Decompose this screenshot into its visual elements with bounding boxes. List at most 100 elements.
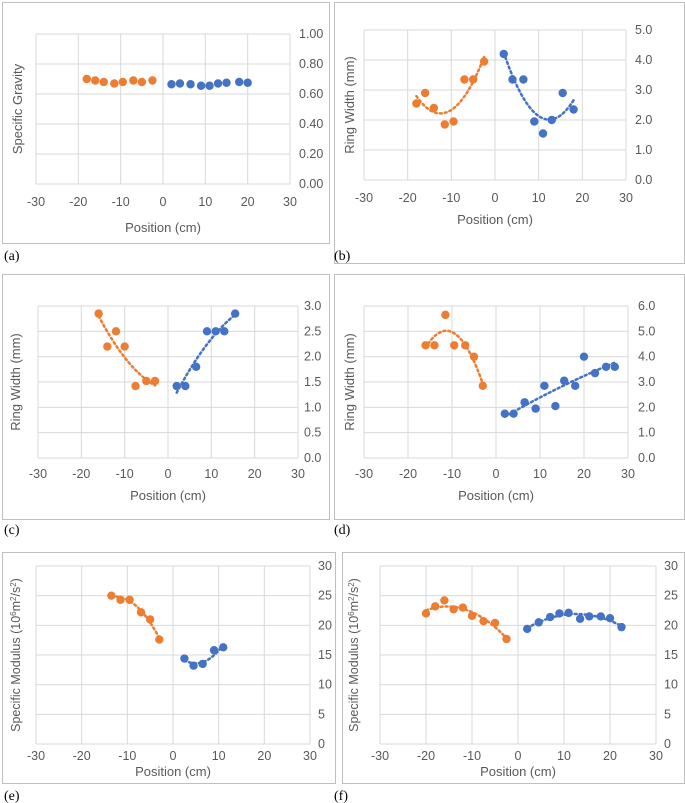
panel-label: (a): [4, 249, 20, 264]
y-tick-label: 25: [318, 589, 332, 603]
y-tick-label: 0.40: [299, 117, 323, 131]
data-point-blue: [590, 368, 600, 378]
data-point-blue: [523, 624, 532, 634]
y-tick-label: 4.0: [635, 53, 652, 67]
y-axis-title: Specific Gravity: [10, 63, 25, 154]
data-point-orange: [421, 609, 431, 618]
data-point-orange: [120, 342, 129, 351]
x-tick-label: -20: [417, 749, 435, 763]
data-point-blue: [222, 78, 231, 87]
data-point-orange: [136, 608, 146, 617]
y-tick-label: 4.0: [638, 350, 655, 364]
y-axis-title-part: ): [9, 578, 23, 582]
y-axis-title-part: Specific Modulus (10: [9, 616, 23, 732]
x-tick-label: 20: [577, 467, 591, 481]
data-point-orange: [145, 615, 155, 624]
y-tick-label: 0.5: [304, 426, 321, 440]
data-point-blue: [209, 646, 219, 655]
y-tick-label: 0.80: [299, 57, 323, 71]
data-point-orange: [94, 309, 103, 318]
data-point-blue: [564, 608, 573, 618]
data-point-orange: [118, 77, 127, 87]
data-point-orange: [478, 381, 487, 390]
data-point-blue: [617, 622, 626, 632]
x-tick-label: 20: [257, 749, 271, 763]
y-tick-label: 1.0: [638, 426, 655, 440]
x-tick-label: -30: [27, 749, 45, 763]
x-tick-label: 10: [212, 749, 226, 763]
x-tick-label: 30: [619, 191, 633, 205]
y-tick-label: 0.0: [635, 173, 652, 187]
data-point-orange: [155, 635, 164, 644]
data-point-blue: [601, 362, 611, 371]
y-axis-title-part: Specific Modulus (10: [347, 616, 361, 732]
x-tick-label: -20: [72, 467, 90, 481]
data-point-orange: [468, 75, 478, 84]
data-point-blue: [530, 117, 539, 126]
data-point-blue: [211, 327, 220, 336]
x-tick-label: -30: [371, 749, 389, 763]
data-point-blue: [172, 381, 181, 391]
data-point-orange: [440, 596, 449, 605]
x-tick-label: -10: [442, 191, 460, 205]
chart-panel-e: 0 5 10 15 20 25 30 -30 -20 -10 0 10 20 30 Position (cm…: [2, 552, 336, 803]
data-point-blue: [555, 609, 564, 618]
data-point-orange: [467, 611, 477, 621]
x-tick-label: 0: [165, 467, 172, 481]
x-axis-title: Position (cm): [457, 212, 533, 227]
x-tick-label: -30: [27, 195, 45, 209]
panel-label: (d): [334, 523, 351, 538]
data-point-blue: [191, 362, 201, 371]
data-point-orange: [449, 117, 458, 126]
x-tick-label: -10: [118, 749, 136, 763]
x-tick-label: -20: [73, 749, 91, 763]
y-tick-label: 10: [664, 678, 678, 692]
y-axis-title-part: /s: [347, 587, 361, 597]
x-tick-label: -20: [69, 195, 87, 209]
data-point-orange: [458, 603, 467, 612]
x-tick-label: -10: [443, 467, 461, 481]
x-tick-label: 0: [160, 195, 167, 209]
data-point-orange: [490, 618, 500, 628]
data-point-blue: [605, 614, 615, 623]
y-axis-title: Ring Width (mm): [342, 333, 357, 431]
data-point-orange: [461, 341, 470, 350]
data-point-blue: [220, 327, 229, 336]
y-axis-title-part: 6: [9, 611, 18, 616]
data-point-orange: [469, 352, 479, 361]
y-tick-label: 20: [664, 618, 678, 632]
y-tick-label: 5.0: [635, 23, 652, 37]
data-point-orange: [440, 120, 449, 129]
data-point-orange: [82, 74, 92, 84]
y-tick-label: 25: [664, 589, 678, 603]
data-point-orange: [479, 57, 489, 66]
data-point-blue: [243, 78, 252, 87]
chart-frame: [2, 552, 336, 784]
data-point-blue: [546, 612, 555, 622]
data-point-blue: [519, 75, 528, 84]
data-point-orange: [420, 88, 430, 98]
y-tick-label: 5: [664, 707, 671, 721]
chart-frame: [342, 552, 685, 784]
x-tick-label: 30: [649, 749, 663, 763]
x-tick-label: 20: [241, 195, 255, 209]
y-axis-title-part: /s: [9, 587, 23, 597]
y-tick-label: 0.00: [299, 177, 323, 191]
chart-panel-f: 0 5 10 15 20 25 30 -30 -20 -10 0 10 20 30 Position (cm…: [334, 552, 685, 803]
y-tick-label: 3.0: [304, 299, 321, 313]
data-point-orange: [116, 595, 125, 605]
y-tick-label: 20: [318, 618, 332, 632]
data-point-blue: [189, 661, 198, 670]
data-point-orange: [449, 605, 458, 614]
x-tick-label: 10: [532, 191, 546, 205]
x-tick-label: 0: [515, 749, 522, 763]
y-tick-label: 0: [664, 737, 671, 751]
data-point-orange: [131, 381, 140, 391]
data-point-orange: [429, 103, 439, 113]
chart-frame: [334, 274, 685, 520]
data-point-orange: [502, 634, 511, 644]
x-tick-label: -20: [399, 467, 417, 481]
x-tick-label: 0: [492, 191, 499, 205]
data-point-blue: [500, 409, 509, 418]
